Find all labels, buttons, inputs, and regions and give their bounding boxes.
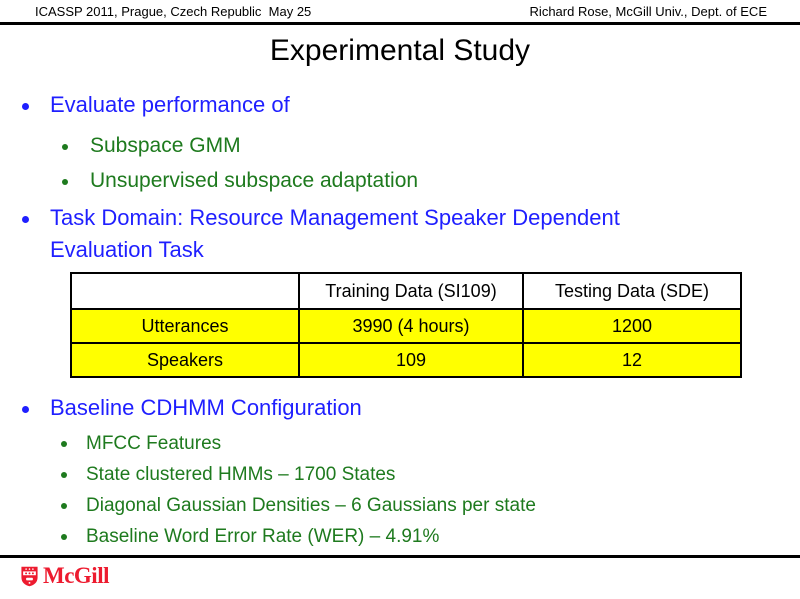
bullet-dot-icon: [62, 179, 68, 185]
page-title: Experimental Study: [269, 34, 531, 67]
table-row-speakers: Speakers 109 12: [70, 342, 742, 378]
header-divider: [0, 22, 800, 25]
header-author-info: Richard Rose, McGill Univ., Dept. of ECE: [529, 4, 767, 19]
bullet-dot-icon: [62, 144, 68, 150]
subbullet-baseline-wer: Baseline Word Error Rate (WER) – 4.91%: [86, 526, 440, 547]
table-cell-training: 3990 (4 hours): [298, 308, 524, 344]
mcgill-logo: McGill: [21, 563, 109, 589]
subbullet-diagonal-gaussians: Diagonal Gaussian Densities – 6 Gaussian…: [86, 495, 536, 516]
table-cell-training: 109: [298, 342, 524, 378]
bullet-dot-icon: [61, 503, 67, 509]
dataset-table: Training Data (SI109) Testing Data (SDE)…: [70, 272, 742, 378]
table-cell-label: Speakers: [70, 342, 300, 378]
bullet-dot-icon: [22, 406, 29, 413]
bullet-baseline-cdhmm: Baseline CDHMM Configuration: [50, 395, 362, 420]
bullet-dot-icon: [61, 472, 67, 478]
table-header-testing: Testing Data (SDE): [522, 272, 742, 310]
footer-divider: [0, 555, 800, 558]
table-row-utterances: Utterances 3990 (4 hours) 1200: [70, 308, 742, 344]
bullet-dot-icon: [22, 216, 29, 223]
subbullet-mfcc-features: MFCC Features: [86, 433, 222, 454]
mcgill-wordmark: McGill: [43, 563, 109, 588]
table-cell-testing: 1200: [522, 308, 742, 344]
mcgill-shield-icon: [21, 566, 38, 586]
table-cell-testing: 12: [522, 342, 742, 378]
bullet-dot-icon: [22, 103, 29, 110]
subbullet-subspace-gmm: Subspace GMM: [90, 134, 241, 157]
subbullet-unsupervised-adaptation: Unsupervised subspace adaptation: [90, 169, 419, 192]
table-header-row: Training Data (SI109) Testing Data (SDE): [70, 272, 742, 310]
table-header-training: Training Data (SI109): [298, 272, 524, 310]
dataset-table-container: Training Data (SI109) Testing Data (SDE)…: [70, 272, 742, 378]
table-cell-label: Utterances: [70, 308, 300, 344]
table-header-empty: [70, 272, 300, 310]
bullet-dot-icon: [61, 441, 67, 447]
header-conference-info: ICASSP 2011, Prague, Czech Republic May …: [35, 4, 312, 19]
bullet-dot-icon: [61, 534, 67, 540]
bullet-evaluate-performance: Evaluate performance of: [50, 92, 290, 117]
subbullet-state-clustered-hmms: State clustered HMMs – 1700 States: [86, 464, 396, 485]
bullet-task-domain: Task Domain: Resource Management Speaker…: [50, 205, 620, 262]
